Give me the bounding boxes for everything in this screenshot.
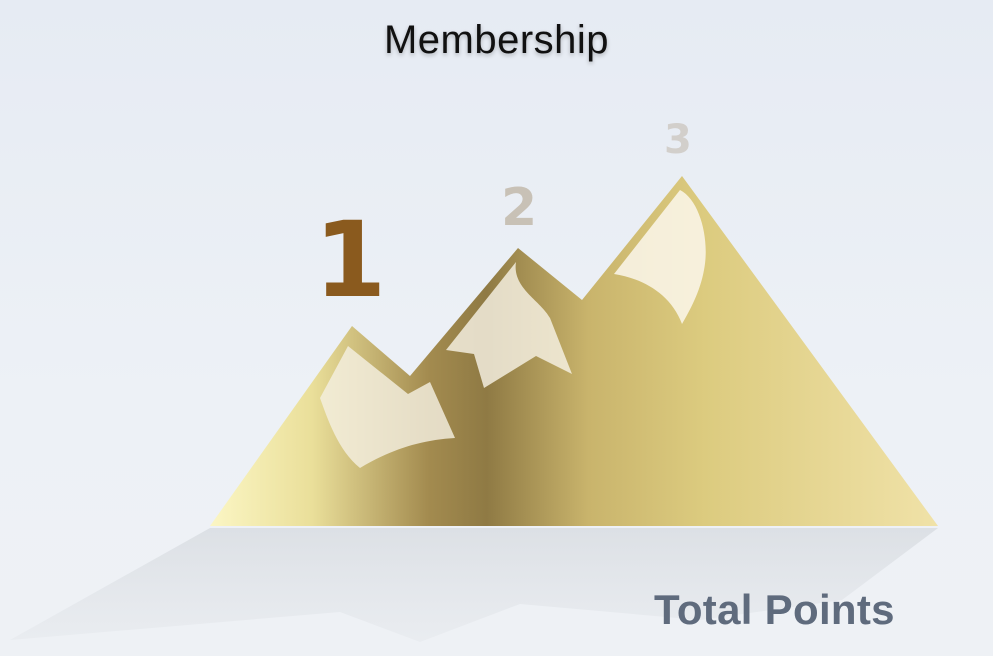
tier-1-label: 1	[314, 199, 387, 321]
tier-2-label: 2	[501, 178, 538, 238]
snow-cap-2	[446, 262, 572, 388]
mountain-shadow	[10, 528, 938, 642]
total-points-label: Total Points	[654, 586, 895, 633]
page-title: Membership	[383, 18, 610, 62]
tier-3-label: 3	[664, 117, 692, 163]
snow-cap-1	[320, 346, 455, 468]
snow-cap-3	[614, 190, 706, 324]
